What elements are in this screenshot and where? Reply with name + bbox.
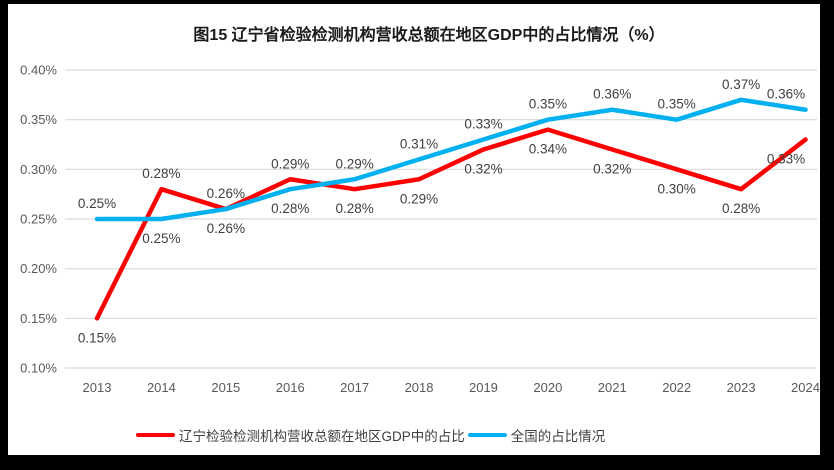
chart-canvas: 图15 辽宁省检验检测机构营收总额在地区GDP中的占比情况（%） 0.40% 0.… (8, 4, 820, 455)
x-axis-tick-label: 2014 (147, 380, 176, 395)
x-axis-tick-label: 2013 (83, 380, 112, 395)
data-label-series-0: 0.26% (207, 186, 245, 201)
data-label-series-1: 0.29% (335, 156, 373, 171)
data-label-series-0: 0.28% (722, 201, 760, 216)
data-label-series-0: 0.29% (400, 191, 438, 206)
legend-item-national: 全国的占比情况 (467, 425, 606, 445)
x-axis-tick-label: 2015 (211, 380, 240, 395)
line-chart-plot-area: 0.40% 0.35% 0.30% 0.25% 0.20% 0.15% 0.10% 2013 2… (20, 63, 820, 396)
x-axis-tick-label: 2017 (340, 380, 369, 395)
chart-legend: 辽宁检验检测机构营收总额在地区GDP中的占比 全国的占比情况 (136, 425, 605, 445)
x-axis-tick-label: 2019 (469, 380, 498, 395)
data-label-series-1: 0.26% (207, 221, 245, 236)
data-label-series-0: 0.15% (78, 330, 116, 345)
data-label-series-1: 0.28% (271, 201, 309, 216)
x-axis-tick-label: 2018 (405, 380, 434, 395)
chart-title: 图15 辽宁省检验检测机构营收总额在地区GDP中的占比情况（%） (193, 27, 665, 44)
data-label-series-0: 0.28% (142, 166, 180, 181)
x-axis-tick-label: 2020 (533, 380, 562, 395)
legend-swatch-national-line (467, 432, 507, 438)
data-label-series-0: 0.32% (464, 161, 502, 176)
data-label-series-1: 0.31% (400, 136, 438, 151)
data-label-series-0: 0.34% (529, 142, 567, 157)
data-label-series-0: 0.32% (593, 161, 631, 176)
data-label-series-0: 0.33% (767, 152, 805, 167)
series-line-1 (94, 97, 808, 222)
data-label-series-1: 0.37% (722, 77, 760, 92)
data-label-series-1: 0.25% (78, 196, 116, 211)
y-axis-tick-label: 0.10% (20, 361, 57, 376)
y-axis-tick-label: 0.30% (20, 162, 57, 177)
y-axis-tick-label: 0.20% (20, 261, 57, 276)
data-label-series-0: 0.30% (658, 181, 696, 196)
y-axis-tick-label: 0.35% (20, 112, 57, 127)
data-label-series-1: 0.35% (658, 97, 696, 112)
data-label-series-1: 0.35% (529, 97, 567, 112)
data-label-series-0: 0.28% (335, 201, 373, 216)
x-axis-tick-label: 2023 (727, 380, 756, 395)
data-label-series-1: 0.33% (464, 117, 502, 132)
legend-label-liaoning: 辽宁检验检测机构营收总额在地区GDP中的占比 (179, 429, 465, 444)
y-axis-tick-label: 0.40% (20, 63, 57, 78)
data-label-series-1: 0.36% (767, 87, 805, 102)
x-axis-tick-label: 2021 (598, 380, 627, 395)
y-axis-tick-label: 0.25% (20, 212, 57, 227)
data-label-series-1: 0.25% (142, 231, 180, 246)
legend-swatch-liaoning-line (136, 432, 175, 438)
y-axis-tick-label: 0.15% (20, 311, 57, 326)
legend-item-liaoning: 辽宁检验检测机构营收总额在地区GDP中的占比 (136, 425, 465, 445)
series-line-0 (94, 127, 808, 321)
data-label-series-0: 0.29% (271, 156, 309, 171)
x-axis-tick-label: 2024 (791, 380, 820, 395)
legend-label-national: 全国的占比情况 (510, 429, 606, 444)
data-label-series-1: 0.36% (593, 87, 631, 102)
x-axis-tick-label: 2016 (276, 380, 305, 395)
x-axis-tick-label: 2022 (662, 380, 691, 395)
